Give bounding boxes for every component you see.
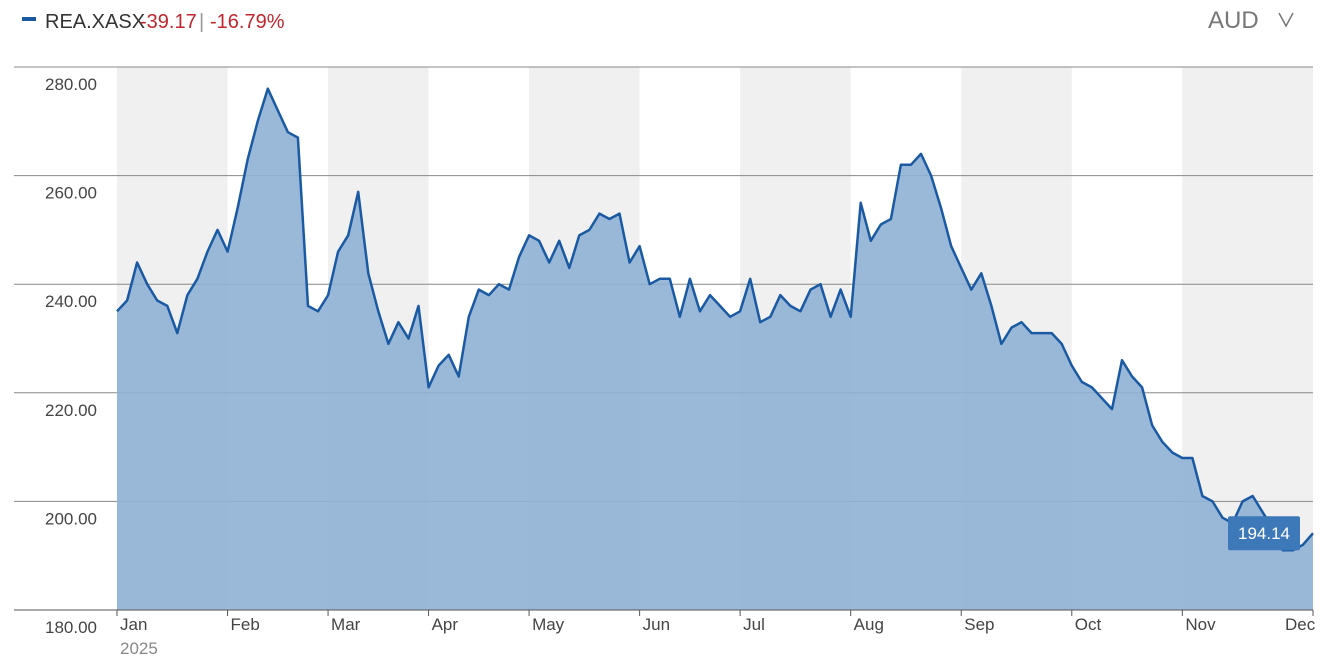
last-value-box	[1228, 516, 1300, 551]
x-tick-label: Mar	[331, 615, 361, 634]
x-tick-label: Oct	[1075, 615, 1102, 634]
x-tick-label: Jul	[743, 615, 765, 634]
y-tick-label: 280.00	[45, 75, 97, 94]
change: -39.17	[140, 11, 197, 33]
y-tick-label: 240.00	[45, 292, 97, 311]
change-pct: -16.79%	[210, 11, 285, 33]
x-tick-label: Jan	[120, 615, 147, 634]
x-tick-label: Apr	[432, 615, 459, 634]
x-tick-label: Feb	[231, 615, 260, 634]
x-tick-label: Dec	[1285, 615, 1316, 634]
last-value-label: 194.14	[1238, 524, 1290, 543]
y-tick-label: 260.00	[45, 184, 97, 203]
y-tick-label: 220.00	[45, 401, 97, 420]
x-tick-label: Aug	[854, 615, 884, 634]
price-line	[116, 87, 1314, 552]
legend-symbol: REA.XASX	[45, 11, 145, 33]
dropdown-chevron[interactable]	[1278, 12, 1294, 28]
currency[interactable]: AUD	[1208, 7, 1259, 34]
x-tick-label: Nov	[1185, 615, 1216, 634]
x-tick-label: Sep	[964, 615, 994, 634]
x-tick-label: Jun	[643, 615, 670, 634]
y-tick-label: 180.00	[45, 618, 97, 637]
separator: |	[199, 11, 204, 33]
area	[117, 88, 1313, 610]
x-tick-label: May	[532, 615, 565, 634]
y-tick-label: 200.00	[45, 509, 97, 528]
x-sublabel: 2025	[120, 639, 158, 658]
legend-swatch	[22, 17, 36, 21]
